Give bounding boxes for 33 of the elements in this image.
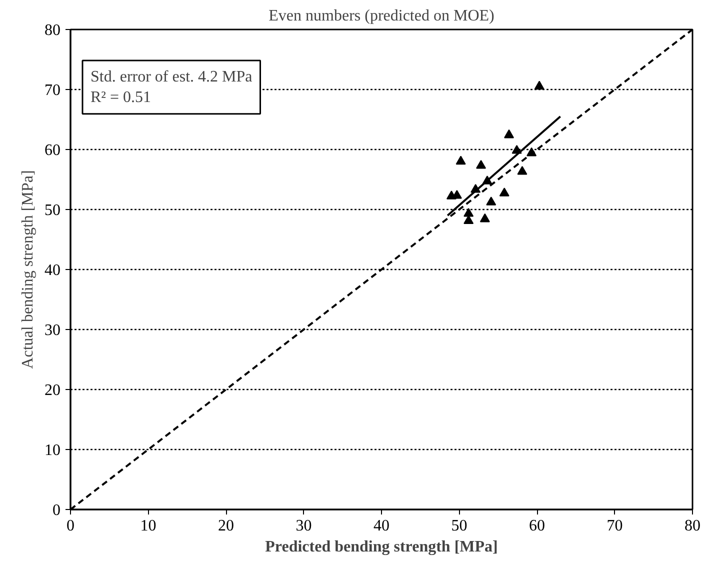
y-tick-label: 40 xyxy=(44,262,60,279)
point xyxy=(456,156,466,165)
point xyxy=(464,215,474,224)
y-tick-label: 60 xyxy=(44,142,60,159)
point xyxy=(499,188,510,196)
point xyxy=(517,166,528,175)
point xyxy=(480,213,490,222)
point xyxy=(504,129,514,138)
chart-title: Even numbers (predicted on MOE) xyxy=(268,8,494,24)
x-tick-label: 60 xyxy=(529,518,545,534)
y-tick-label: 50 xyxy=(44,202,60,219)
y-tick-label: 0 xyxy=(52,502,60,519)
x-tick-label: 0 xyxy=(66,518,74,534)
x-tick-label: 30 xyxy=(296,518,312,534)
y-tick-label: 80 xyxy=(44,22,60,39)
x-tick-label: 10 xyxy=(140,518,156,534)
annotation: R² = 0.51 xyxy=(90,88,151,106)
x-axis-title: Predicted bending strength [MPa] xyxy=(265,538,498,556)
x-tick-label: 20 xyxy=(218,518,234,534)
x-tick-label: 40 xyxy=(374,518,390,534)
y-tick-label: 10 xyxy=(44,442,60,459)
x-tick-label: 50 xyxy=(451,518,468,534)
x-tick-label: 80 xyxy=(684,518,700,534)
point xyxy=(476,160,486,169)
y-axis-title: Actual bending strength [MPa] xyxy=(20,170,36,369)
annotation: Std. error of est. 4.2 MPa xyxy=(90,68,252,86)
y-tick-label: 70 xyxy=(44,82,60,99)
y-tick-label: 30 xyxy=(44,322,60,339)
x-tick-label: 70 xyxy=(606,518,623,534)
y-tick-label: 20 xyxy=(44,382,60,399)
point xyxy=(534,80,544,90)
point xyxy=(464,208,474,217)
point xyxy=(486,196,496,206)
